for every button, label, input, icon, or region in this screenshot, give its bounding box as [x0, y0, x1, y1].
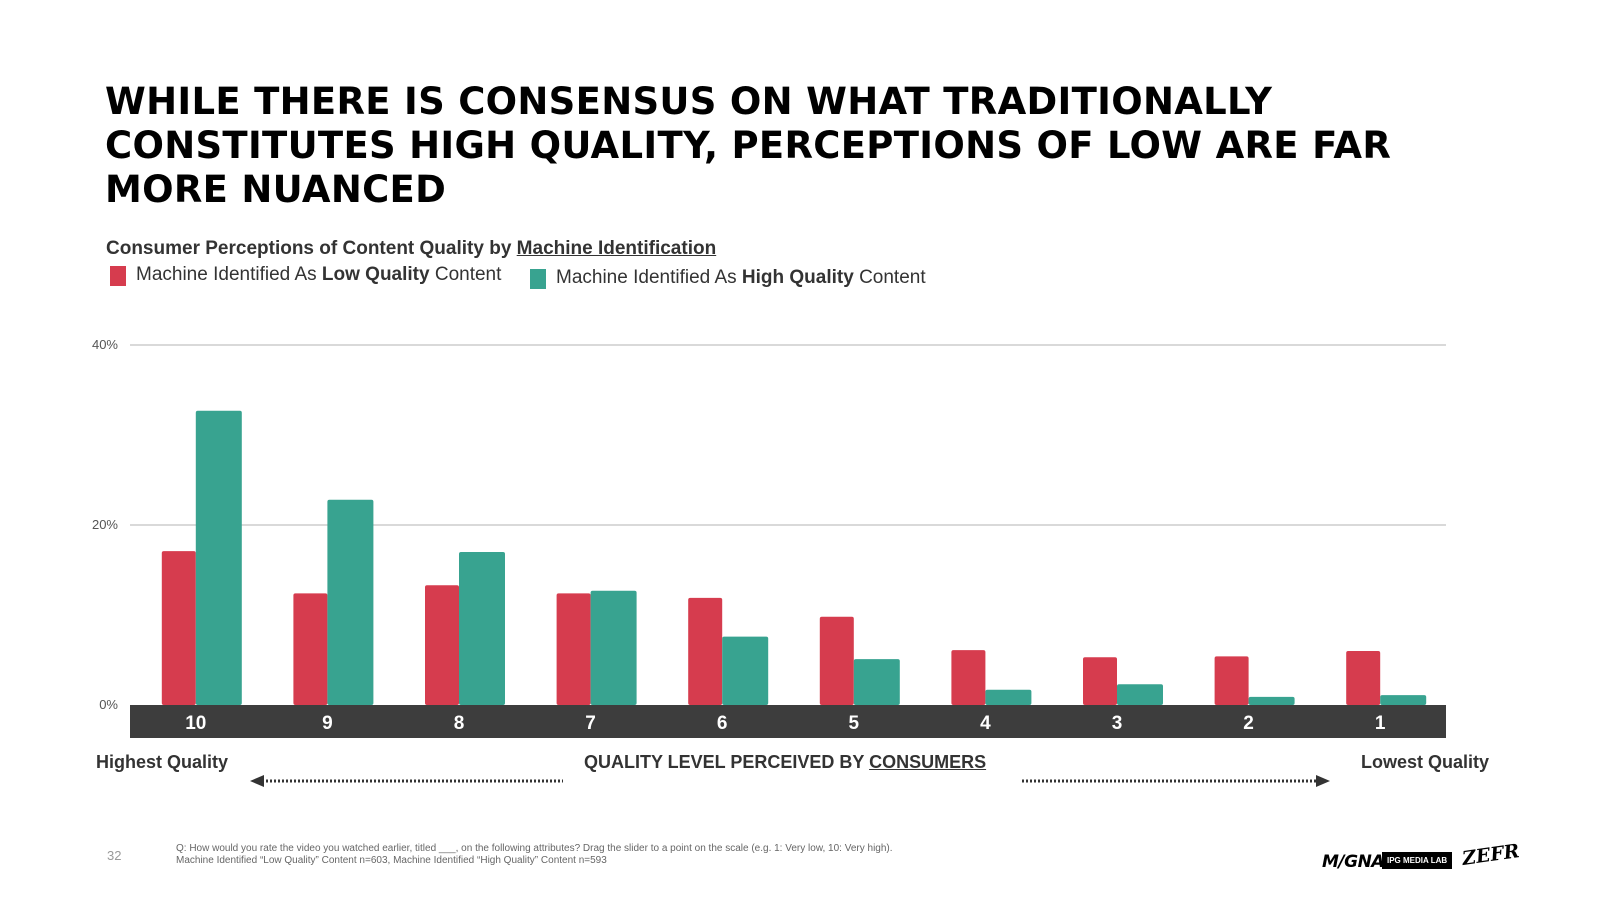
- subtitle-underlined: Machine Identification: [516, 238, 717, 259]
- y-tick-label: 20%: [92, 517, 118, 532]
- legend-text: Content: [429, 264, 502, 285]
- bar-high-quality: [459, 552, 505, 705]
- legend-swatch-high: [530, 269, 546, 289]
- legend-label-high: Machine Identified As High Quality Conte…: [556, 267, 926, 289]
- category-band: [130, 705, 1446, 738]
- footnote-line: Q: How would you rate the video you watc…: [176, 843, 893, 854]
- bar-low-quality: [425, 585, 459, 705]
- axis-right-label: Lowest Quality: [1361, 752, 1490, 772]
- title-line: CONSTITUTES HIGH QUALITY, PERCEPTIONS OF…: [105, 124, 1392, 167]
- legend-text: Content: [853, 267, 926, 288]
- bar-high-quality: [590, 590, 637, 705]
- axis-center-underlined: CONSUMERS: [869, 752, 987, 772]
- x-tick-label: 2: [1243, 713, 1254, 734]
- x-tick-label: 9: [322, 713, 333, 734]
- bar-high-quality: [1248, 696, 1295, 705]
- bar-high-quality: [985, 689, 1032, 705]
- bar-low-quality: [951, 650, 986, 705]
- magna-logo: M/GNA: [1322, 852, 1384, 872]
- legend-text-bold: Low Quality: [321, 264, 430, 285]
- x-tick-label: 5: [849, 713, 860, 734]
- legend-label-low: Machine Identified As Low Quality Conten…: [136, 264, 501, 286]
- legend-text-bold: High Quality: [741, 267, 854, 288]
- bar-low-quality: [1214, 656, 1249, 705]
- bar-low-quality: [161, 551, 196, 705]
- bar-high-quality: [853, 659, 900, 705]
- subtitle-prefix: Consumer Perceptions of Content Quality …: [106, 238, 517, 259]
- axis-center-label: QUALITY LEVEL PERCEIVED BY CONSUMERS: [584, 752, 986, 773]
- x-tick-label: 3: [1112, 713, 1123, 734]
- y-tick-label: 0%: [99, 697, 118, 712]
- bar-low-quality: [293, 593, 328, 705]
- bar-high-quality: [195, 410, 242, 705]
- bar-high-quality: [722, 636, 769, 705]
- page-title: WHILE THERE IS CONSENSUS ON WHAT TRADITI…: [105, 80, 1525, 212]
- title-line: WHILE THERE IS CONSENSUS ON WHAT TRADITI…: [105, 80, 1273, 123]
- bar-low-quality: [556, 593, 591, 705]
- x-tick-label: 8: [454, 713, 465, 734]
- bar-low-quality: [1083, 657, 1117, 705]
- x-tick-label: 7: [585, 713, 596, 734]
- legend-swatch-low: [110, 266, 126, 286]
- axis-left-label: Highest Quality: [96, 752, 229, 772]
- bar-low-quality: [819, 616, 854, 705]
- y-tick-label: 40%: [92, 337, 118, 352]
- legend-text: Machine Identified As: [136, 264, 322, 285]
- x-tick-label: 6: [717, 713, 728, 734]
- x-tick-label: 4: [980, 713, 991, 734]
- bar-high-quality: [1117, 684, 1163, 705]
- footnote: Q: How would you rate the video you watc…: [176, 843, 893, 867]
- x-tick-label: 1: [1375, 713, 1386, 734]
- x-tick-label: 10: [185, 713, 206, 734]
- bar-low-quality: [688, 597, 723, 705]
- title-line: MORE NUANCED: [105, 168, 447, 211]
- bar-low-quality: [1346, 651, 1381, 705]
- right-arrow-head-icon: [1316, 775, 1330, 787]
- left-arrow-head-icon: [250, 775, 264, 787]
- ipg-media-lab-logo: IPG MEDIA LAB: [1382, 852, 1453, 869]
- footnote-line: Machine Identified “Low Quality” Content…: [176, 855, 607, 866]
- axis-center-prefix: QUALITY LEVEL PERCEIVED BY: [584, 752, 870, 772]
- legend-text: Machine Identified As: [556, 267, 742, 288]
- bar-high-quality: [327, 499, 374, 705]
- bar-high-quality: [1380, 695, 1427, 705]
- page-number: 32: [107, 848, 122, 863]
- chart-subtitle: Consumer Perceptions of Content Quality …: [106, 238, 716, 260]
